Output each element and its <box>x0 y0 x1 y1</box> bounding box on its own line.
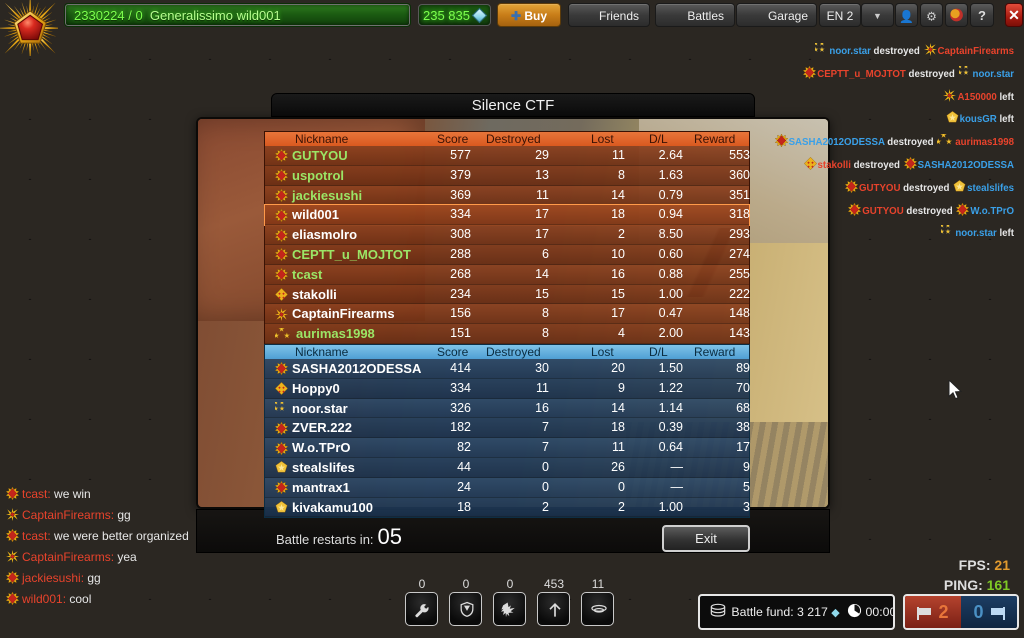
svg-text:⚙: ⚙ <box>926 9 937 23</box>
svg-text:👤: 👤 <box>899 9 914 23</box>
